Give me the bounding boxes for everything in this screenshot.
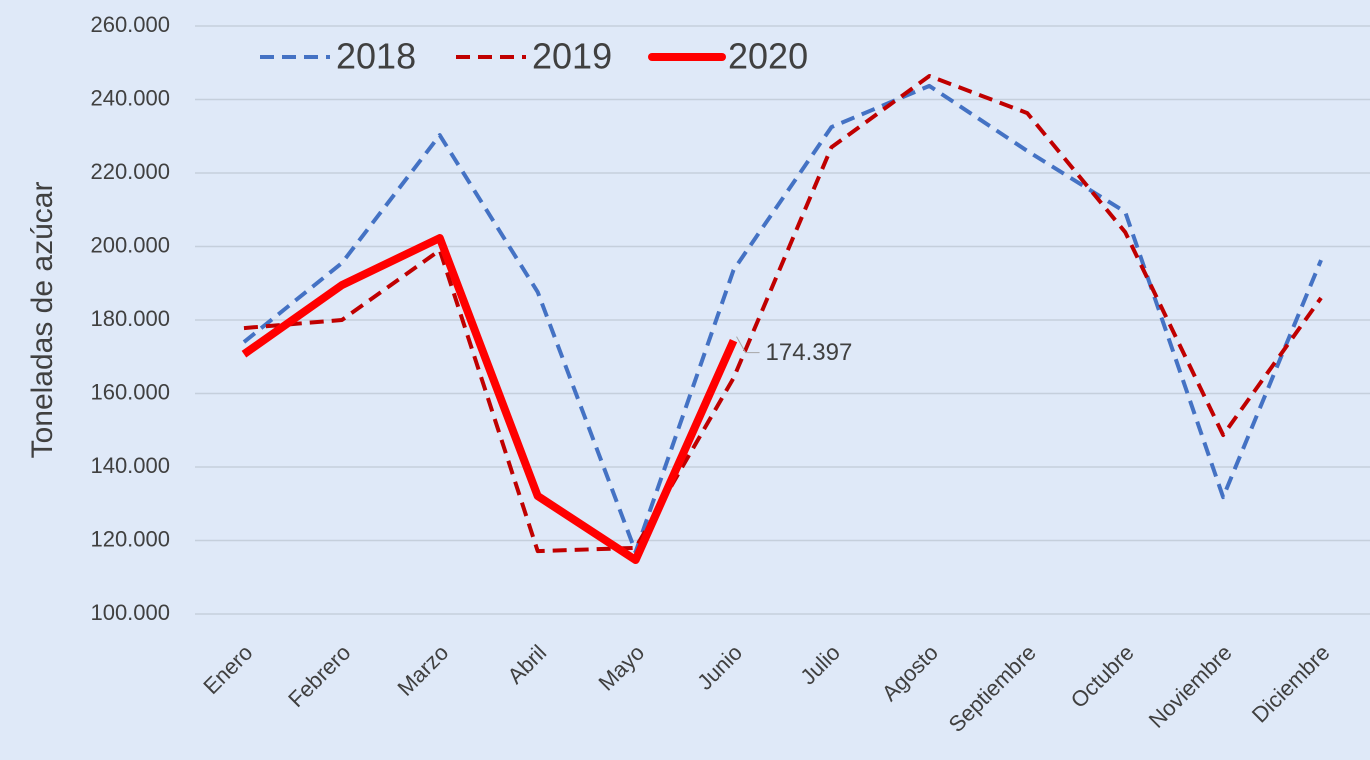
series-line — [242, 83, 1323, 554]
data-label: 174.397 — [766, 339, 853, 366]
y-tick-label: 120.000 — [90, 526, 170, 551]
series-line — [243, 73, 1323, 554]
y-tick-label: 240.000 — [90, 85, 170, 110]
y-tick-label: 180.000 — [90, 306, 170, 331]
y-tick-label: 200.000 — [90, 232, 170, 257]
y-axis-label: Toneladas de azúcar — [26, 182, 59, 459]
legend-label: 2020 — [728, 36, 808, 77]
y-tick-label: 140.000 — [90, 453, 170, 478]
y-tick-label: 160.000 — [90, 379, 170, 404]
leader-line — [736, 336, 760, 354]
legend-label: 2019 — [532, 36, 612, 77]
y-tick-label: 260.000 — [90, 12, 170, 37]
legend-label: 2018 — [336, 36, 416, 77]
y-tick-label: 100.000 — [90, 600, 170, 625]
y-tick-label: 220.000 — [90, 159, 170, 184]
series-line — [241, 234, 738, 564]
